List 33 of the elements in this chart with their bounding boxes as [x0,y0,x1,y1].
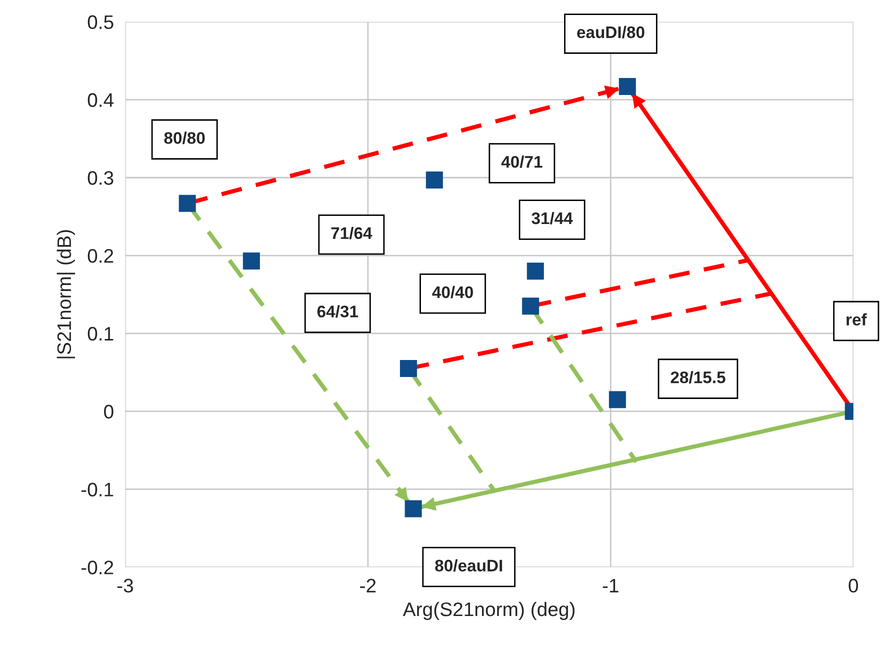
y-tick-label: 0.1 [88,326,114,341]
point [178,194,196,212]
y-tick-label: 0.2 [88,248,114,263]
annotation: 64/31 [317,305,358,318]
x-axis-title: Arg(S21norm) (deg) [402,602,575,620]
x-tick-label: -2 [360,578,376,592]
y-tick-label: 0 [104,404,114,419]
point [608,391,626,408]
y-tick-label: -0.1 [81,482,114,496]
annotation: 80/80 [164,132,205,144]
point [618,78,636,95]
point [400,360,417,377]
y-tick-label: 0.3 [88,171,114,185]
x-tick-label: -3 [117,578,133,593]
annotation: ref [846,313,867,326]
y-tick-label: 0.4 [88,93,114,107]
annotation: 40/71 [501,156,542,168]
annotation: 71/64 [331,226,372,240]
annotation: 31/44 [532,212,573,224]
annotation: eauDI/80 [577,26,644,38]
annotation: 80/eauDI [435,559,502,572]
point [242,252,260,270]
y-tick-label: -0.2 [81,560,114,574]
annotation: 40/40 [432,286,473,298]
point [522,298,540,315]
point [404,500,422,518]
annotation: 28/15.5 [670,371,726,384]
point [426,171,443,188]
x-tick-label: -1 [602,578,618,592]
y-tick-label: 0.5 [88,15,114,30]
point [526,262,544,280]
x-tick-label: 0 [848,578,858,593]
y-axis-title: |S21norm| (dB) [56,230,76,358]
